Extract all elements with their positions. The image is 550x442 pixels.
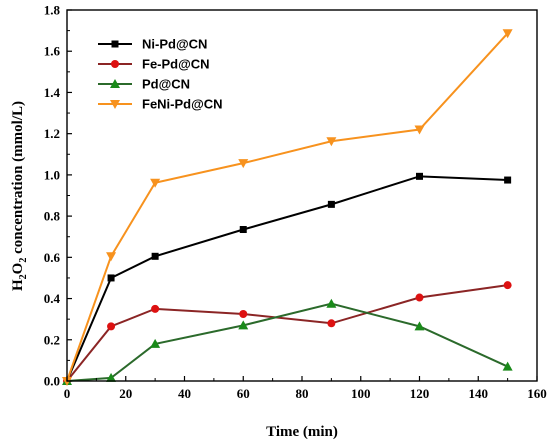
y-axis-title-sub1: 2 (18, 274, 29, 279)
data-point-feni-pd-cn-4 (326, 137, 337, 147)
legend-marker-feni-pd-cn (110, 100, 120, 109)
y-tick-label-2: 0.4 (44, 291, 61, 306)
data-point-feni-pd-cn-2 (150, 178, 161, 188)
data-point-ni-pd-cn-6 (504, 176, 512, 184)
x-tick-label-4: 80 (296, 386, 309, 401)
x-tick-label-3: 60 (237, 386, 250, 401)
data-point-fe-pd-cn-5 (415, 293, 424, 302)
y-tick-label-0: 0.0 (44, 374, 60, 389)
data-point-pd-cn-2 (150, 338, 161, 348)
y-axis-title-o: O (10, 263, 26, 275)
data-point-pd-cn-6 (502, 361, 513, 371)
legend-marker-ni-pd-cn (111, 40, 119, 48)
data-point-ni-pd-cn-1 (107, 274, 115, 282)
legend-label-feni-pd-cn: FeNi-Pd@CN (142, 97, 223, 112)
data-point-feni-pd-cn-3 (238, 159, 249, 169)
x-axis-title: Time (min) (266, 424, 338, 440)
y-tick-label-1: 0.2 (44, 332, 60, 347)
plot-marks (62, 29, 513, 386)
x-tick-label-6: 120 (410, 386, 430, 401)
data-point-fe-pd-cn-3 (239, 310, 248, 319)
y-tick-label-7: 1.4 (44, 85, 61, 100)
x-tick-label-7: 140 (469, 386, 489, 401)
x-tick-label-5: 100 (351, 386, 371, 401)
x-tick-label-0: 0 (64, 386, 71, 401)
y-tick-label-4: 0.8 (44, 209, 61, 224)
legend-marker-fe-pd-cn (111, 60, 119, 68)
legend: Ni-Pd@CN Fe-Pd@CN Pd@CN FeNi-Pd@CN (98, 37, 223, 112)
y-tick-label-3: 0.6 (44, 250, 61, 265)
y-tick-label-9: 1.8 (44, 3, 61, 18)
legend-marker-pd-cn (110, 79, 120, 88)
data-point-ni-pd-cn-2 (151, 252, 159, 260)
data-point-feni-pd-cn-1 (106, 252, 117, 262)
data-point-feni-pd-cn-5 (414, 125, 425, 135)
y-axis-title-h: H (10, 279, 26, 291)
data-point-feni-pd-cn-6 (502, 29, 513, 39)
y-tick-label-8: 1.6 (44, 44, 61, 59)
data-point-pd-cn-1 (106, 372, 117, 382)
legend-label-ni-pd-cn: Ni-Pd@CN (142, 37, 207, 52)
legend-label-fe-pd-cn: Fe-Pd@CN (142, 57, 210, 72)
y-tick-label-5: 1.0 (44, 167, 60, 182)
y-axis-title-rest: concentration (mmol/L) (10, 101, 26, 258)
x-tick-label-2: 40 (178, 386, 191, 401)
data-point-ni-pd-cn-4 (327, 200, 335, 208)
data-point-ni-pd-cn-3 (239, 226, 247, 234)
axes: 0 20 40 60 80 100 120 140 160 0.0 0.2 0.4 0.6 0.8 1.0 1… (44, 3, 547, 402)
x-tick-label-8: 160 (527, 386, 547, 401)
data-point-ni-pd-cn-5 (416, 172, 423, 180)
legend-label-pd-cn: Pd@CN (142, 77, 190, 92)
data-point-pd-cn-5 (414, 321, 425, 331)
x-tick-label-1: 20 (119, 386, 132, 401)
data-point-fe-pd-cn-6 (503, 281, 512, 290)
data-point-pd-cn-4 (326, 298, 337, 308)
data-point-fe-pd-cn-4 (327, 319, 336, 328)
y-tick-label-6: 1.2 (44, 126, 60, 141)
data-point-pd-cn-3 (238, 320, 249, 330)
data-point-fe-pd-cn-2 (151, 304, 160, 313)
y-axis-title: H2O2 concentration (mmol/L) (10, 101, 29, 291)
data-point-fe-pd-cn-1 (107, 322, 116, 331)
y-axis-title-sub2: 2 (18, 258, 29, 263)
